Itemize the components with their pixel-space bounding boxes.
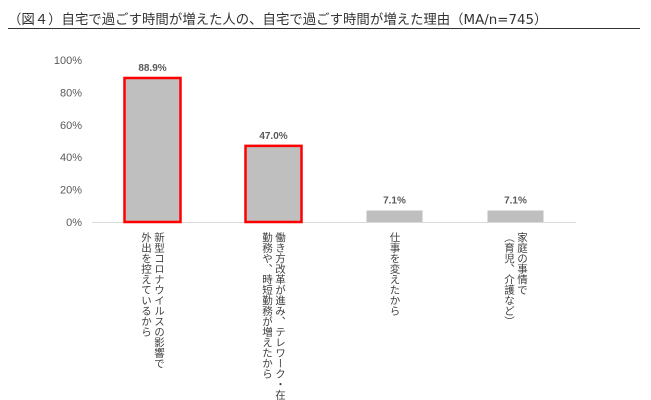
category-label: 新型コロナウイルスの影響で xyxy=(153,231,165,368)
bar xyxy=(487,210,544,222)
category-label: 仕事を変えたから xyxy=(389,231,401,317)
title-underline xyxy=(8,28,640,29)
category-label: 外出を控えているから xyxy=(140,232,152,338)
bar xyxy=(123,76,182,224)
data-label: 7.1% xyxy=(504,195,527,206)
y-tick-label: 80% xyxy=(60,87,82,99)
y-tick-label: 20% xyxy=(60,185,82,197)
data-label: 88.9% xyxy=(138,63,166,74)
bar xyxy=(366,210,423,222)
y-tick-label: 60% xyxy=(60,120,82,132)
category-label: 家庭の事情で xyxy=(516,231,528,295)
category-label: 勤務や、時短勤務が増えたから xyxy=(261,231,273,380)
data-label: 7.1% xyxy=(383,195,406,206)
y-tick-label: 40% xyxy=(60,152,82,164)
bar xyxy=(244,144,303,224)
chart-title: （図４）自宅で過ごす時間が増えた人の、自宅で過ごす時間が増えた理由（MA/n=7… xyxy=(8,13,548,28)
y-tick-label: 100% xyxy=(54,55,82,67)
data-label: 47.0% xyxy=(259,131,287,142)
y-tick-label: 0% xyxy=(66,217,82,229)
category-label: 働き方改革が進み、テレワーク・在宅 xyxy=(274,231,286,400)
category-label: （育児、介護など） xyxy=(503,232,515,327)
